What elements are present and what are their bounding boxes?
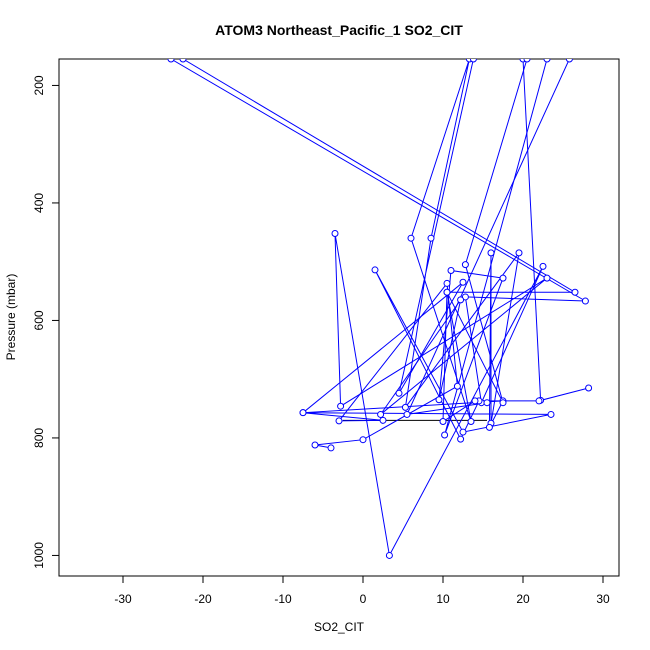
data-point xyxy=(402,404,408,410)
data-point xyxy=(586,385,592,391)
data-point xyxy=(404,411,410,417)
data-point xyxy=(470,56,476,62)
data-point xyxy=(488,250,494,256)
data-point xyxy=(458,297,464,303)
data-point xyxy=(428,235,434,241)
data-point xyxy=(454,383,460,389)
series-line xyxy=(171,59,585,555)
data-point xyxy=(386,552,392,558)
y-tick-label: 600 xyxy=(32,310,46,330)
x-tick-label: 0 xyxy=(360,592,367,606)
data-point xyxy=(572,289,578,295)
data-point xyxy=(460,429,466,435)
data-point xyxy=(378,411,384,417)
data-point xyxy=(468,418,474,424)
data-point xyxy=(408,235,414,241)
data-point xyxy=(444,280,450,286)
data-point xyxy=(436,397,442,403)
data-point xyxy=(458,436,464,442)
data-point xyxy=(396,390,402,396)
data-point xyxy=(168,56,174,62)
data-point xyxy=(472,398,478,404)
data-point xyxy=(460,279,466,285)
data-point xyxy=(540,263,546,269)
data-point xyxy=(448,268,454,274)
data-point xyxy=(380,417,386,423)
data-point xyxy=(440,418,446,424)
x-axis-label: SO2_CIT xyxy=(314,620,365,634)
data-point xyxy=(484,400,490,406)
x-tick-label: 30 xyxy=(596,592,610,606)
x-tick-label: -20 xyxy=(194,592,212,606)
data-point xyxy=(500,275,506,281)
data-point xyxy=(442,432,448,438)
data-point xyxy=(544,56,550,62)
x-tick-label: 10 xyxy=(436,592,450,606)
y-tick-label: 400 xyxy=(32,193,46,213)
data-point xyxy=(180,56,186,62)
data-point xyxy=(582,298,588,304)
data-point xyxy=(566,56,572,62)
data-point xyxy=(500,400,506,406)
data-point xyxy=(336,418,342,424)
data-point xyxy=(312,442,318,448)
plot-area xyxy=(168,56,592,558)
data-point xyxy=(486,424,492,430)
data-point xyxy=(332,230,338,236)
data-point xyxy=(360,437,366,443)
data-point xyxy=(536,398,542,404)
x-tick-label: -30 xyxy=(114,592,132,606)
series-line xyxy=(183,59,575,427)
y-tick-label: 1000 xyxy=(32,542,46,569)
data-point xyxy=(516,250,522,256)
data-point xyxy=(444,289,450,295)
x-tick-label: 20 xyxy=(516,592,530,606)
data-point xyxy=(544,275,550,281)
data-point xyxy=(372,267,378,273)
data-point xyxy=(338,403,344,409)
data-point xyxy=(328,445,334,451)
plot-frame xyxy=(59,59,619,576)
x-axis: -30 -20 -10 0 10 20 30 xyxy=(114,576,610,606)
y-tick-label: 800 xyxy=(32,428,46,448)
x-tick-label: -10 xyxy=(274,592,292,606)
data-point xyxy=(300,410,306,416)
data-point xyxy=(524,56,530,62)
data-point xyxy=(462,262,468,268)
y-axis-label: Pressure (mbar) xyxy=(4,274,18,361)
data-point xyxy=(548,411,554,417)
chart-title: ATOM3 Northeast_Pacific_1 SO2_CIT xyxy=(215,22,463,38)
y-axis: 200 400 600 800 1000 xyxy=(32,75,59,569)
series-line xyxy=(303,59,589,448)
y-tick-label: 200 xyxy=(32,75,46,95)
